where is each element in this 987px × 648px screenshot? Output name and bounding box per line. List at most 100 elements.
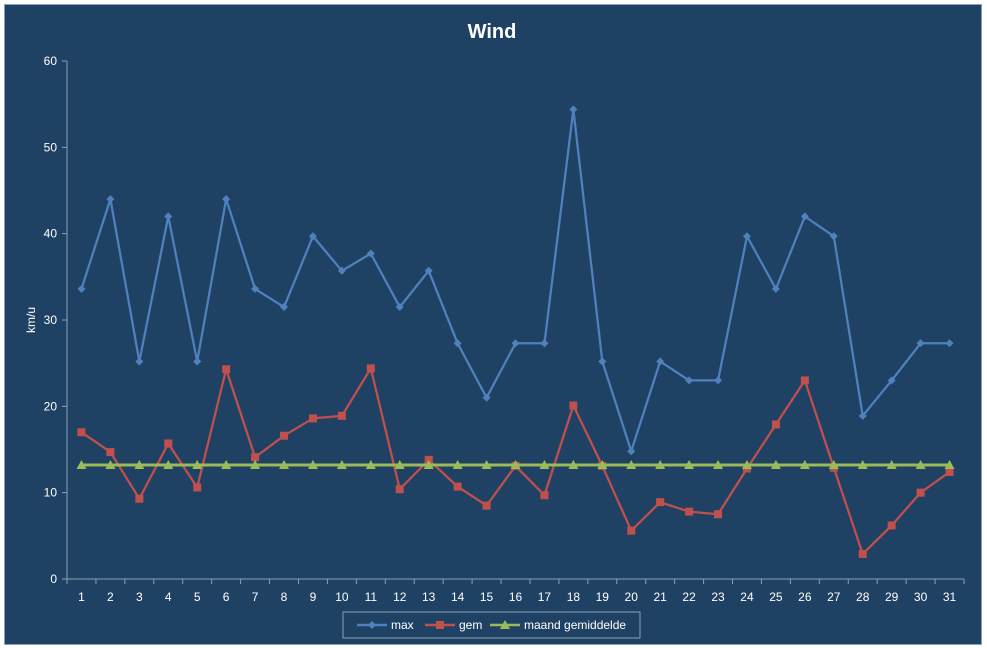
y-tick-label: 50 — [44, 140, 58, 154]
data-point — [800, 376, 809, 385]
y-axis-label: km/u — [24, 307, 38, 333]
legend-label: max — [391, 618, 414, 632]
x-tick-label: 6 — [223, 590, 230, 604]
series-line — [80, 108, 950, 453]
data-point — [280, 303, 289, 312]
data-point — [395, 485, 404, 494]
data-point — [568, 460, 579, 470]
data-point — [598, 357, 607, 366]
series-layer — [76, 105, 955, 558]
data-point — [106, 195, 115, 204]
data-point — [916, 488, 925, 497]
data-point — [511, 339, 520, 348]
data-point — [279, 460, 290, 470]
data-point — [916, 339, 925, 348]
data-point — [366, 364, 375, 373]
data-point — [685, 376, 694, 385]
y-tick-label: 10 — [44, 486, 58, 500]
data-point — [915, 460, 926, 470]
data-point — [164, 212, 173, 221]
data-point — [482, 501, 491, 510]
x-tick-label: 27 — [827, 590, 841, 604]
y-tick-label: 30 — [44, 313, 58, 327]
data-point — [714, 376, 723, 385]
x-tick-label: 14 — [451, 590, 465, 604]
x-tick-label: 24 — [740, 590, 754, 604]
data-point — [77, 428, 86, 437]
data-point — [395, 303, 404, 312]
data-point — [366, 249, 375, 258]
series-maand-gemiddelde — [76, 460, 955, 470]
data-point — [887, 521, 896, 530]
data-point — [365, 460, 376, 470]
data-point — [394, 460, 405, 470]
data-point — [714, 510, 723, 519]
data-point — [481, 460, 492, 470]
data-point — [453, 339, 462, 348]
data-point — [424, 455, 433, 464]
data-point — [945, 339, 954, 348]
x-tick-label: 11 — [365, 590, 378, 604]
data-point — [858, 549, 867, 558]
data-point — [771, 420, 780, 429]
data-point — [308, 414, 317, 423]
x-tick-label: 13 — [422, 590, 436, 604]
data-point — [685, 507, 694, 516]
x-tick-label: 19 — [596, 590, 610, 604]
x-tick-label: 8 — [281, 590, 288, 604]
data-point — [539, 460, 550, 470]
data-point — [627, 447, 636, 456]
data-point — [222, 195, 231, 204]
data-point — [105, 460, 116, 470]
legend-marker — [368, 621, 376, 629]
data-point — [626, 460, 637, 470]
x-tick-label: 18 — [567, 590, 581, 604]
data-point — [540, 491, 549, 500]
data-point — [684, 460, 695, 470]
legend-label: maand gemiddelde — [524, 618, 626, 632]
data-point — [336, 460, 347, 470]
data-point — [510, 460, 521, 470]
data-point — [423, 460, 434, 470]
data-point — [77, 284, 86, 293]
data-point — [656, 357, 665, 366]
legend-marker — [436, 621, 444, 629]
x-tick-label: 15 — [480, 590, 494, 604]
x-tick-label: 22 — [682, 590, 696, 604]
data-point — [770, 460, 781, 470]
data-point — [627, 526, 636, 535]
x-tick-label: 31 — [943, 590, 957, 604]
data-point — [858, 411, 867, 420]
data-point — [251, 284, 260, 293]
data-point — [280, 431, 289, 440]
x-tick-label: 21 — [653, 590, 667, 604]
data-point — [307, 460, 318, 470]
data-point — [135, 494, 144, 503]
data-point — [308, 232, 317, 241]
data-point — [887, 376, 896, 385]
data-point — [134, 460, 145, 470]
y-tick-label: 60 — [44, 54, 58, 68]
x-tick-label: 3 — [136, 590, 143, 604]
x-tick-label: 28 — [856, 590, 870, 604]
data-point — [829, 232, 838, 241]
data-point — [886, 460, 897, 470]
data-point — [482, 393, 491, 402]
legend: max gem maand gemiddelde — [342, 611, 641, 639]
data-point — [163, 460, 174, 470]
data-point — [828, 460, 839, 470]
data-point — [76, 460, 87, 470]
legend-box — [342, 611, 641, 639]
data-point — [597, 460, 608, 470]
x-tick-label: 16 — [509, 590, 523, 604]
data-point — [800, 212, 809, 221]
data-point — [713, 460, 724, 470]
data-point — [337, 266, 346, 275]
data-point — [453, 482, 462, 491]
data-point — [337, 411, 346, 420]
data-point — [742, 232, 751, 241]
data-point — [135, 357, 144, 366]
